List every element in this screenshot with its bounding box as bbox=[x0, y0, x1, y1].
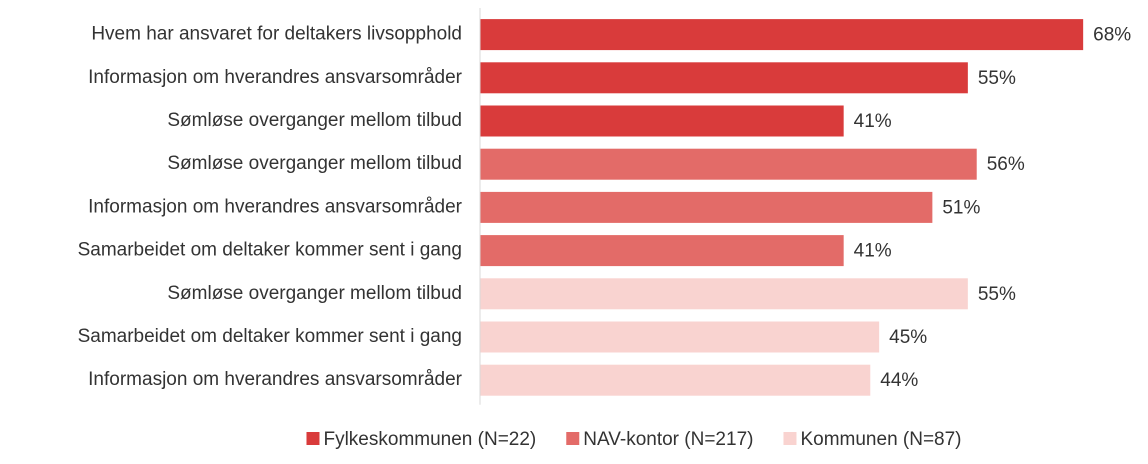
y-tick-label: Informasjon om hverandres ansvarsområder bbox=[88, 67, 463, 88]
y-tick-label: Sømløse overganger mellom tilbud bbox=[167, 110, 462, 131]
y-tick-label: Hvem har ansvaret for deltakers livsopph… bbox=[91, 24, 462, 45]
y-tick-label: Sømløse overganger mellom tilbud bbox=[167, 153, 462, 174]
bar bbox=[480, 235, 844, 267]
data-label: 55% bbox=[978, 68, 1016, 89]
data-label: 45% bbox=[889, 327, 927, 348]
legend-label: NAV-kontor (N=217) bbox=[583, 429, 753, 450]
data-label: 41% bbox=[854, 111, 892, 132]
bar bbox=[480, 364, 871, 396]
bar bbox=[480, 148, 977, 180]
y-tick-label: Samarbeidet om deltaker kommer sent i ga… bbox=[78, 240, 462, 261]
bar bbox=[480, 321, 880, 353]
bar bbox=[480, 105, 844, 137]
data-label: 68% bbox=[1093, 25, 1131, 46]
data-label: 55% bbox=[978, 284, 1016, 305]
bar bbox=[480, 19, 1084, 51]
y-tick-label: Informasjon om hverandres ansvarsområder bbox=[88, 369, 463, 390]
legend-label: Fylkeskommunen (N=22) bbox=[323, 429, 536, 450]
data-label: 44% bbox=[880, 370, 918, 391]
legend: Fylkeskommunen (N=22) NAV-kontor (N=217) K… bbox=[306, 429, 962, 450]
y-tick-label: Samarbeidet om deltaker kommer sent i ga… bbox=[78, 326, 462, 347]
data-label: 51% bbox=[942, 197, 980, 218]
y-tick-label: Informasjon om hverandres ansvarsområder bbox=[88, 196, 463, 217]
data-label: 41% bbox=[854, 241, 892, 262]
legend-label: Kommunen (N=87) bbox=[800, 429, 961, 450]
legend-swatch bbox=[783, 432, 797, 445]
bar bbox=[480, 278, 968, 310]
bar bbox=[480, 62, 968, 94]
y-tick-label: Sømløse overganger mellom tilbud bbox=[167, 283, 462, 304]
legend-swatch bbox=[306, 432, 320, 445]
legend-swatch bbox=[566, 432, 580, 445]
data-label: 56% bbox=[987, 154, 1025, 175]
bar bbox=[480, 191, 933, 223]
